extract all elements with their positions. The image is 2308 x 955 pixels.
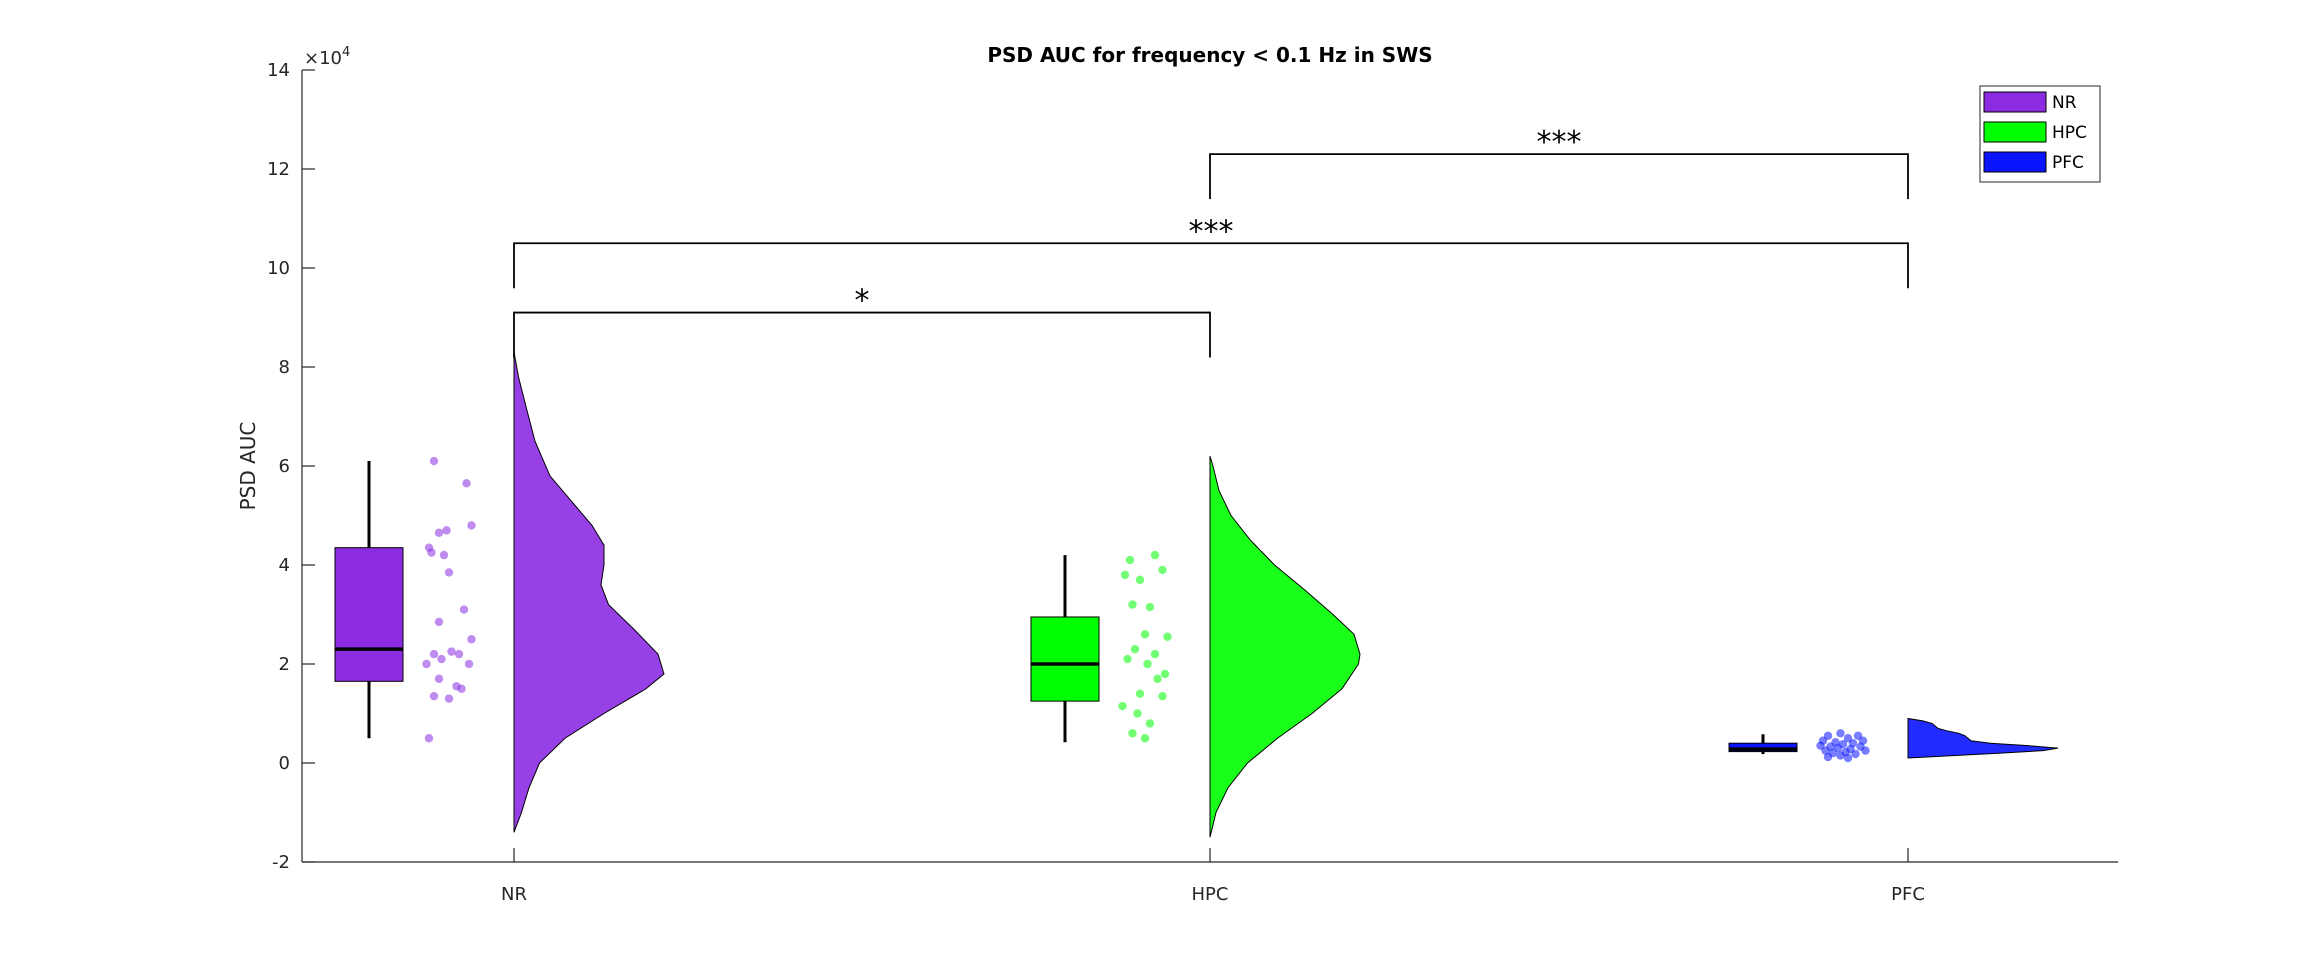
y-tick-label: 12 (267, 159, 290, 180)
legend-label: PFC (2052, 153, 2084, 173)
series-group-nr (334, 352, 665, 833)
data-point (447, 647, 456, 656)
data-point (434, 674, 444, 684)
data-point (429, 649, 439, 659)
y-exponent-label: ×104 (304, 45, 350, 69)
data-point (1118, 701, 1127, 711)
data-point (1836, 729, 1845, 738)
box-body (1030, 616, 1100, 702)
data-point (1145, 719, 1155, 728)
data-point (1140, 734, 1150, 743)
significance-label: *** (1189, 214, 1234, 249)
data-point (437, 654, 446, 664)
plot-content: ******* (334, 125, 2059, 838)
y-tick-label: 14 (267, 60, 290, 81)
data-point (1158, 691, 1167, 701)
x-tick-label: NR (501, 884, 527, 905)
significance-bracket: *** (1209, 125, 1909, 200)
y-exponent-base: ×10 (304, 48, 342, 69)
data-point (1160, 669, 1170, 679)
data-point (444, 694, 454, 703)
bracket-line (513, 242, 1909, 289)
data-point (1133, 709, 1142, 718)
data-point (1128, 729, 1137, 738)
y-ticks: -2 0 2 4 6 8 10 12 14 (267, 60, 315, 873)
data-point (1836, 751, 1845, 760)
data-point (1145, 602, 1155, 612)
significance-label: *** (1537, 125, 1582, 160)
x-tick-label: HPC (1192, 884, 1229, 905)
y-tick-label: 0 (279, 753, 290, 774)
y-tick-label: 2 (279, 654, 290, 675)
density-cloud (1907, 717, 2059, 759)
data-point (1150, 649, 1160, 659)
data-point (1153, 674, 1162, 684)
chart-title: PSD AUC for frequency < 0.1 Hz in SWS (987, 43, 1432, 67)
data-point (439, 550, 449, 560)
data-point (434, 617, 444, 627)
data-point (1150, 550, 1160, 560)
bracket-line (513, 311, 1211, 358)
significance-bracket: * (513, 284, 1211, 358)
data-point (467, 635, 476, 644)
data-point (1851, 749, 1860, 759)
data-point (1123, 654, 1132, 664)
significance-bracket: *** (513, 214, 1909, 289)
data-point (1163, 632, 1172, 641)
data-point (429, 691, 439, 701)
density-cloud (1209, 455, 1361, 838)
significance-label: * (855, 284, 870, 319)
y-tick-label: 6 (279, 456, 290, 477)
data-point (457, 684, 466, 693)
y-axis-label: PSD AUC (236, 422, 260, 511)
data-point (1843, 753, 1853, 763)
legend-swatch (1983, 151, 2047, 173)
y-tick-label: 8 (279, 357, 290, 378)
data-point (1135, 575, 1145, 585)
y-tick-label: -2 (272, 852, 290, 873)
data-point (1130, 644, 1140, 654)
y-tick-label: 10 (267, 258, 290, 279)
x-tick-label: PFC (1891, 884, 1925, 905)
x-ticks: NR HPC PFC (501, 848, 1925, 905)
data-point (429, 456, 439, 466)
legend-swatch (1983, 91, 2047, 113)
bracket-line (1209, 153, 1909, 200)
data-point (1120, 570, 1130, 580)
data-point (1861, 746, 1870, 755)
data-point (1135, 689, 1145, 698)
data-point (1158, 565, 1167, 575)
legend-swatch (1983, 121, 2047, 143)
data-point (434, 528, 444, 538)
box-body (334, 547, 404, 682)
data-point (467, 521, 476, 530)
data-point (427, 548, 436, 557)
density-cloud (513, 352, 665, 833)
data-point (1140, 630, 1150, 639)
data-point (1125, 555, 1135, 565)
data-point (422, 659, 431, 669)
data-point (1143, 659, 1152, 669)
data-point (1821, 746, 1830, 755)
data-point (454, 649, 464, 659)
y-exponent-power: 4 (342, 45, 350, 60)
legend: NR HPC PFC (1979, 85, 2101, 183)
data-point (424, 734, 434, 743)
data-point (1823, 752, 1833, 762)
series-group-hpc (1030, 455, 1361, 838)
legend-label: NR (2052, 93, 2077, 113)
y-tick-label: 4 (279, 555, 290, 576)
data-point (1128, 600, 1137, 609)
data-point (442, 526, 451, 535)
data-point (459, 605, 469, 614)
data-point (444, 568, 454, 577)
data-point (464, 659, 474, 669)
data-point (462, 479, 471, 488)
series-group-pfc (1728, 717, 2059, 763)
legend-label: HPC (2052, 123, 2087, 143)
